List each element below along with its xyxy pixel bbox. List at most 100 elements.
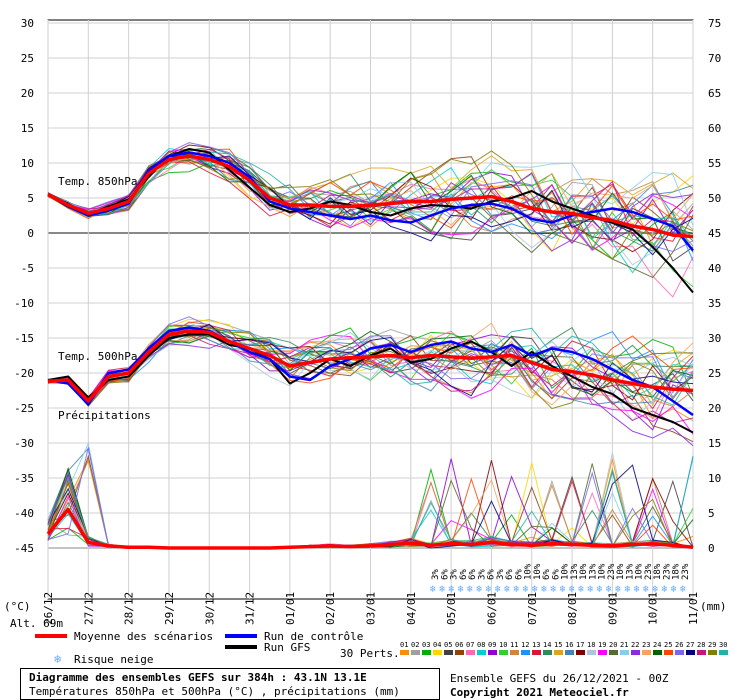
- snow-risk-label: 13%: [570, 563, 580, 580]
- pert-number: 10: [499, 641, 507, 649]
- right-tick-label: 30: [708, 332, 721, 345]
- right-tick-label: 50: [708, 192, 721, 205]
- pert-color-swatch: [499, 650, 508, 655]
- snow-risk-label: 23%: [644, 563, 654, 580]
- pert-color-swatch: [631, 650, 640, 655]
- perturbation-line: [47, 316, 694, 405]
- snow-risk-label: 6%: [551, 569, 561, 580]
- right-tick-label: 60: [708, 122, 721, 135]
- pert-number: 20: [609, 641, 617, 649]
- pert-color-swatch: [543, 650, 552, 655]
- pert-color-swatch: [653, 650, 662, 655]
- pert-number: 30: [719, 641, 727, 649]
- pert-color-swatch: [576, 650, 585, 655]
- pert-color-swatch: [664, 650, 673, 655]
- right-tick-label: 40: [708, 262, 721, 275]
- snowflake-icon: ❄: [532, 584, 539, 595]
- pert-color-swatch: [609, 650, 618, 655]
- legend-perts-label: 30 Perts.: [340, 647, 400, 660]
- x-axis-ticks: 26/12 27/12 28/12 29/12 30/12 31/12 01/01 02/01…: [42, 592, 700, 625]
- left-tick-label: 10: [21, 157, 34, 170]
- pert-color-swatch: [587, 650, 596, 655]
- snow-risk-label: 6%: [459, 569, 469, 580]
- snow-risk-label: 3%: [496, 569, 506, 580]
- right-tick-label: 5: [708, 507, 715, 520]
- snow-risk-label: 6%: [514, 569, 524, 580]
- pert-number: 23: [642, 641, 650, 649]
- pert-number: 21: [620, 641, 628, 649]
- snowflake-icon: ❄: [680, 584, 687, 595]
- snow-risk-label: 6%: [468, 569, 478, 580]
- legend-snow-label: Risque neige: [74, 653, 153, 666]
- pert-color-swatch: [510, 650, 519, 655]
- pert-number: 14: [543, 641, 551, 649]
- pert-color-swatch: [433, 650, 442, 655]
- snowflake-icon: ❄: [597, 584, 604, 595]
- left-tick-label: -25: [14, 402, 34, 415]
- x-tick-label: 26/12: [42, 592, 55, 625]
- snowflake-icon: ❄: [661, 584, 668, 595]
- snowflake-icon: ❄: [615, 584, 622, 595]
- snowflake-icon: ❄: [486, 584, 493, 595]
- x-tick-label: 02/01: [324, 592, 337, 625]
- snow-risk-label: 23%: [607, 563, 617, 580]
- x-tick-label: 07/01: [526, 592, 539, 625]
- pert-color-swatch: [400, 650, 409, 655]
- snowflake-icon: ❄: [652, 584, 659, 595]
- snowflake-icon: ❄: [643, 584, 650, 595]
- pert-color-swatch: [719, 650, 728, 655]
- left-tick-label: -30: [14, 437, 34, 450]
- right-tick-label: 70: [708, 52, 721, 65]
- pert-number: 01: [400, 641, 408, 649]
- pert-number: 15: [554, 641, 562, 649]
- x-tick-label: 31/12: [244, 592, 257, 625]
- right-axis-unit: (mm): [700, 600, 727, 613]
- copyright: Copyright 2021 Meteociel.fr: [450, 686, 629, 699]
- label-t500: Temp. 500hPa: [58, 350, 137, 363]
- right-tick-label: 55: [708, 157, 721, 170]
- label-t850: Temp. 850hPa: [58, 175, 137, 188]
- left-axis-ticks: 30 25 20 15 10 5 0 -5 -10 -15 -20 -25 -30 -35 -40 -45: [14, 17, 34, 555]
- x-tick-label: 10/01: [647, 592, 660, 625]
- snow-risk-label: 6%: [440, 569, 450, 580]
- snow-risk-label: 6%: [505, 569, 515, 580]
- pert-color-swatch: [620, 650, 629, 655]
- pert-color-swatch: [488, 650, 497, 655]
- pert-color-swatch: [598, 650, 607, 655]
- snow-risk-label: 10%: [561, 563, 571, 580]
- snow-risk-label: 10%: [579, 563, 589, 580]
- legend-mean-label: Moyenne des scénarios: [74, 630, 213, 643]
- snow-risk-label: 6%: [487, 569, 497, 580]
- pert-number: 24: [653, 641, 661, 649]
- snowflake-icon: ❄: [671, 584, 678, 595]
- x-tick-label: 28/12: [123, 592, 136, 625]
- pert-color-swatch: [565, 650, 574, 655]
- left-axis-unit: (°C): [4, 600, 31, 613]
- pert-number: 05: [444, 641, 452, 649]
- pert-color-swatch: [708, 650, 717, 655]
- snow-risk-label: 23%: [681, 563, 691, 580]
- left-tick-label: -40: [14, 507, 34, 520]
- main-series: [46, 148, 694, 550]
- snow-risk-row: 3%❄6%❄3%❄6%❄6%❄3%❄6%❄3%❄6%❄6%❄10%❄10%❄6%…: [430, 563, 691, 595]
- pert-color-swatch: [455, 650, 464, 655]
- right-tick-label: 35: [708, 297, 721, 310]
- pert-number: 29: [708, 641, 716, 649]
- snowflake-icon: ❄: [504, 584, 511, 595]
- snowflake-icon: ❄: [467, 584, 474, 595]
- x-tick-label: 08/01: [566, 592, 579, 625]
- pert-color-swatch: [675, 650, 684, 655]
- perturbation-line: [47, 329, 694, 403]
- snowflake-icon: ❄: [476, 584, 483, 595]
- snowflake-icon: ❄: [541, 584, 548, 595]
- pert-color-swatch: [411, 650, 420, 655]
- left-tick-label: 20: [21, 87, 34, 100]
- legend-control-label: Run de contrôle: [264, 630, 363, 643]
- snowflake-icon: ❄: [578, 584, 585, 595]
- mean-t850-line: [47, 154, 694, 239]
- snow-risk-label: 18%: [672, 563, 682, 580]
- snow-risk-label: 10%: [635, 563, 645, 580]
- pert-color-swatch: [554, 650, 563, 655]
- pert-number: 02: [411, 641, 419, 649]
